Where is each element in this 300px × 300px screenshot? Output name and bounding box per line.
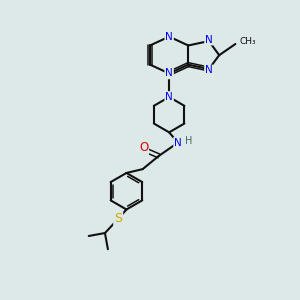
Text: CH₃: CH₃: [239, 37, 256, 46]
Text: N: N: [205, 65, 213, 76]
Text: O: O: [139, 141, 148, 154]
Text: H: H: [185, 136, 193, 146]
Text: N: N: [165, 92, 173, 102]
Text: N: N: [205, 34, 213, 45]
Text: S: S: [114, 212, 122, 225]
Text: N: N: [165, 68, 173, 78]
Text: N: N: [174, 138, 182, 148]
Text: N: N: [165, 32, 173, 42]
